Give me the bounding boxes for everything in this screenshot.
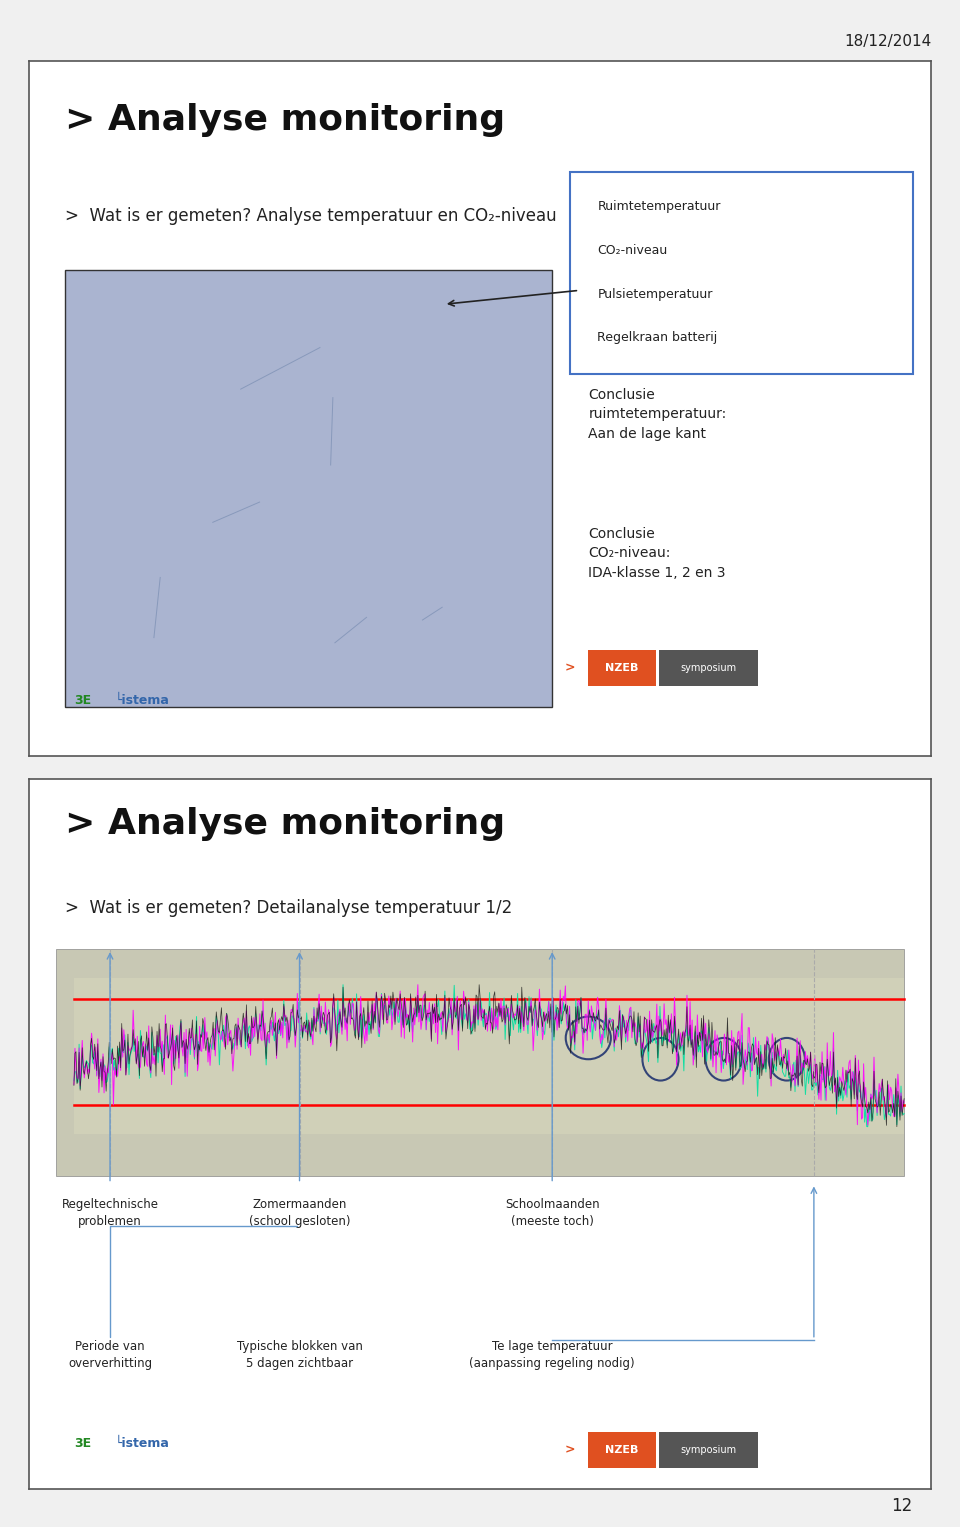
FancyBboxPatch shape bbox=[74, 977, 904, 1133]
Text: Te lage temperatuur
(aanpassing regeling nodig): Te lage temperatuur (aanpassing regeling… bbox=[469, 1339, 635, 1370]
Text: >: > bbox=[564, 1443, 575, 1457]
Text: Regelkraan batterij: Regelkraan batterij bbox=[597, 331, 717, 345]
Text: symposium: symposium bbox=[681, 663, 736, 673]
FancyBboxPatch shape bbox=[588, 1432, 656, 1467]
Text: > Analyse monitoring: > Analyse monitoring bbox=[65, 808, 505, 841]
Text: 18/12/2014: 18/12/2014 bbox=[845, 34, 932, 49]
FancyBboxPatch shape bbox=[588, 651, 656, 687]
Text: >: > bbox=[564, 661, 575, 675]
Text: 3E: 3E bbox=[74, 695, 91, 707]
FancyBboxPatch shape bbox=[56, 950, 904, 1176]
Text: NZEB: NZEB bbox=[606, 663, 638, 673]
FancyBboxPatch shape bbox=[65, 270, 552, 707]
Text: NZEB: NZEB bbox=[606, 1445, 638, 1455]
Text: Periode van
oververhitting: Periode van oververhitting bbox=[68, 1339, 152, 1370]
Text: Conclusie
ruimtetemperatuur:
Aan de lage kant: Conclusie ruimtetemperatuur: Aan de lage… bbox=[588, 388, 727, 441]
Text: Conclusie
CO₂-niveau:
IDA-klasse 1, 2 en 3: Conclusie CO₂-niveau: IDA-klasse 1, 2 en… bbox=[588, 527, 726, 580]
FancyBboxPatch shape bbox=[659, 651, 758, 687]
Text: CO₂-niveau: CO₂-niveau bbox=[597, 244, 667, 257]
Text: >  Wat is er gemeten? Analyse temperatuur en CO₂-niveau: > Wat is er gemeten? Analyse temperatuur… bbox=[65, 208, 557, 224]
FancyBboxPatch shape bbox=[570, 173, 913, 374]
FancyBboxPatch shape bbox=[659, 1432, 758, 1467]
Text: > Analyse monitoring: > Analyse monitoring bbox=[65, 102, 505, 137]
Text: └istema: └istema bbox=[114, 1437, 169, 1449]
Text: Typische blokken van
5 dagen zichtbaar: Typische blokken van 5 dagen zichtbaar bbox=[236, 1339, 363, 1370]
Text: Regeltechnische
problemen: Regeltechnische problemen bbox=[61, 1197, 158, 1228]
Text: Schoolmaanden
(meeste toch): Schoolmaanden (meeste toch) bbox=[505, 1197, 599, 1228]
Text: └istema: └istema bbox=[114, 695, 169, 707]
Text: Ruimtetemperatuur: Ruimtetemperatuur bbox=[597, 200, 721, 214]
Text: Pulsietemperatuur: Pulsietemperatuur bbox=[597, 287, 712, 301]
Text: Zomermaanden
(school gesloten): Zomermaanden (school gesloten) bbox=[249, 1197, 350, 1228]
Text: 12: 12 bbox=[891, 1496, 912, 1515]
Text: symposium: symposium bbox=[681, 1445, 736, 1455]
Text: >  Wat is er gemeten? Detailanalyse temperatuur 1/2: > Wat is er gemeten? Detailanalyse tempe… bbox=[65, 899, 512, 918]
Text: 3E: 3E bbox=[74, 1437, 91, 1449]
